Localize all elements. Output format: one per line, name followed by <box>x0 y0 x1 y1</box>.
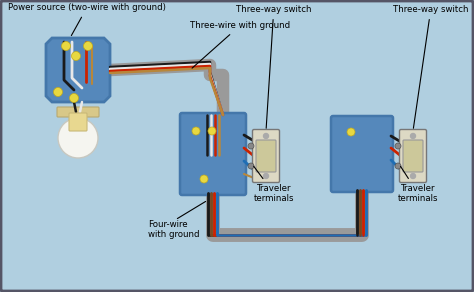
Circle shape <box>264 133 268 138</box>
Circle shape <box>347 128 355 136</box>
FancyBboxPatch shape <box>331 116 393 192</box>
FancyBboxPatch shape <box>400 129 427 182</box>
Circle shape <box>83 41 92 51</box>
Circle shape <box>264 173 268 178</box>
Text: Three-wire with ground: Three-wire with ground <box>190 21 290 68</box>
Circle shape <box>70 93 79 102</box>
Circle shape <box>410 173 416 178</box>
Circle shape <box>192 127 200 135</box>
FancyBboxPatch shape <box>69 113 87 131</box>
Circle shape <box>395 143 401 149</box>
Circle shape <box>248 163 254 169</box>
Circle shape <box>248 143 254 149</box>
Circle shape <box>54 88 63 96</box>
FancyBboxPatch shape <box>253 129 280 182</box>
Polygon shape <box>46 38 110 102</box>
Circle shape <box>200 175 208 183</box>
Text: Four-wire
with ground: Four-wire with ground <box>148 220 200 239</box>
Text: Traveler
terminals: Traveler terminals <box>398 166 438 203</box>
Text: Three-way switch: Three-way switch <box>236 5 311 128</box>
FancyBboxPatch shape <box>403 140 423 172</box>
Circle shape <box>72 51 81 60</box>
Text: Traveler
terminals: Traveler terminals <box>254 166 294 203</box>
Text: Three-way switch: Three-way switch <box>393 5 468 128</box>
FancyBboxPatch shape <box>180 113 246 195</box>
Circle shape <box>62 41 71 51</box>
Circle shape <box>395 163 401 169</box>
Circle shape <box>208 127 216 135</box>
Circle shape <box>58 118 98 158</box>
Text: Power source (two-wire with ground): Power source (two-wire with ground) <box>8 3 166 36</box>
Circle shape <box>410 133 416 138</box>
FancyBboxPatch shape <box>57 107 99 117</box>
FancyBboxPatch shape <box>256 140 276 172</box>
